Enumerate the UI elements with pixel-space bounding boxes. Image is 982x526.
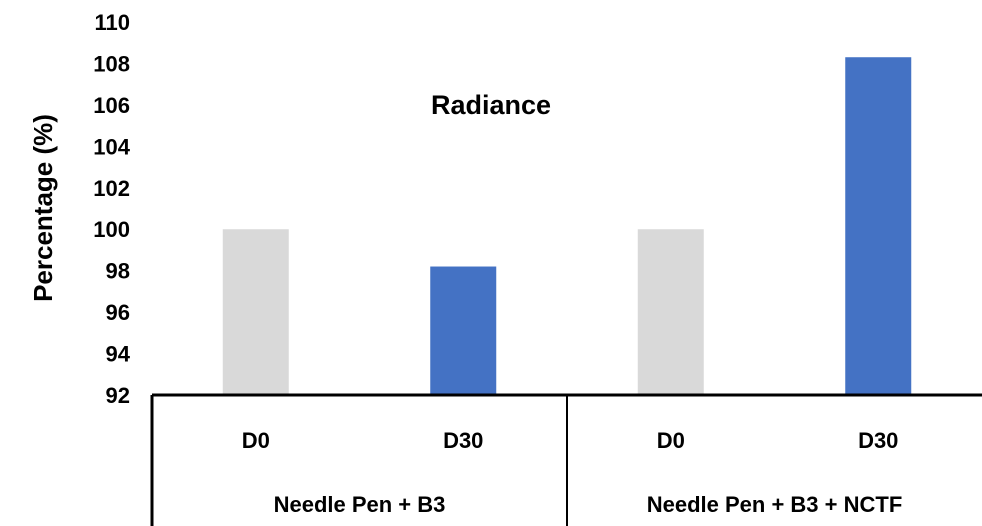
bar-d30-group-2 — [845, 57, 912, 395]
x-category-label: D30 — [858, 428, 898, 453]
y-axis-label: Percentage (%) — [28, 114, 58, 302]
x-category-label: D0 — [242, 428, 270, 453]
bars-layer — [222, 57, 912, 395]
y-tick-label: 102 — [93, 176, 130, 201]
group-label: Needle Pen + B3 + NCTF — [647, 492, 903, 517]
y-tick-label: 108 — [93, 51, 130, 76]
x-category-label: D0 — [657, 428, 685, 453]
y-tick-label: 98 — [106, 259, 130, 284]
y-tick-label: 94 — [106, 342, 131, 367]
y-tick-label: 100 — [93, 217, 130, 242]
group-label: Needle Pen + B3 — [274, 492, 446, 517]
y-axis-ticks: 92 94 96 98 100 102 104 106 108 110 — [93, 10, 130, 408]
y-tick-label: 110 — [95, 10, 131, 35]
bar-d30-group-1 — [430, 266, 497, 395]
bar-d0-group-2 — [637, 229, 704, 395]
category-table: D0 D30 Needle Pen + B3 D0 D30 Needle Pen + B3… — [150, 393, 982, 526]
y-tick-label: 104 — [93, 134, 130, 159]
y-tick-label: 106 — [93, 93, 130, 118]
y-tick-label: 96 — [106, 300, 130, 325]
chart-title: Radiance — [431, 90, 551, 120]
bar-d0-group-1 — [222, 229, 289, 395]
x-category-label: D30 — [443, 428, 483, 453]
y-tick-label: 92 — [106, 383, 130, 408]
